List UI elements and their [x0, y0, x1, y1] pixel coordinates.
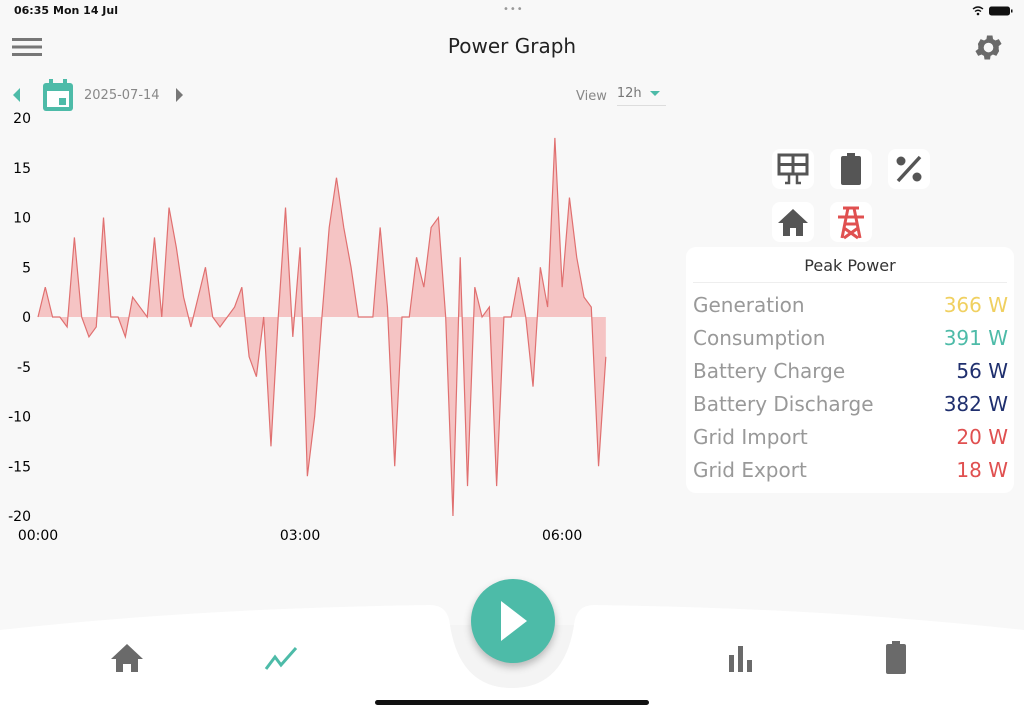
- peak-row-label: Consumption: [693, 326, 826, 350]
- caret-left-icon[interactable]: [10, 87, 22, 103]
- peak-row-label: Grid Export: [693, 458, 807, 482]
- hamburger-menu-icon[interactable]: [12, 37, 42, 57]
- y-tick-label: 20: [13, 111, 31, 127]
- view-dropdown[interactable]: 12h: [616, 86, 666, 106]
- peak-row: Battery Discharge 382 W: [686, 388, 1014, 421]
- peak-row-value: 18 W: [956, 458, 1008, 482]
- multitask-dots-icon[interactable]: •••: [503, 4, 524, 15]
- home-indicator: [375, 700, 649, 705]
- nav-bar-chart-icon[interactable]: [728, 645, 758, 673]
- wifi-battery-status-icon: [972, 6, 1013, 16]
- gear-icon[interactable]: [972, 31, 1005, 64]
- percent-filter-button[interactable]: [888, 149, 930, 189]
- calendar-icon[interactable]: [42, 78, 74, 112]
- transmission-tower-icon: [838, 206, 864, 240]
- y-tick-label: 5: [22, 260, 31, 276]
- peak-row: Grid Export 18 W: [686, 454, 1014, 487]
- dropdown-arrow-icon: [649, 91, 660, 96]
- peak-power-panel: Peak Power Generation 366 W Consumption 391…: [686, 247, 1014, 493]
- power-chart[interactable]: 20 15 10 5 0 -5 -10 -15 -20 00:00 03:00 06:00: [0, 105, 660, 550]
- date-navigator: 2025-07-14: [10, 78, 186, 112]
- peak-row-label: Battery Discharge: [693, 392, 874, 416]
- peak-row: Consumption 391 W: [686, 322, 1014, 355]
- peak-row-label: Battery Charge: [693, 359, 846, 383]
- peak-row-value: 56 W: [956, 359, 1008, 383]
- view-value: 12h: [616, 86, 642, 101]
- home-filter-button[interactable]: [772, 202, 814, 242]
- battery-filter-button[interactable]: [830, 149, 872, 189]
- caret-right-icon[interactable]: [174, 87, 186, 103]
- x-tick-label: 00:00: [18, 528, 58, 544]
- view-selector: View 12h: [576, 86, 666, 106]
- y-tick-label: 0: [22, 310, 31, 326]
- nav-battery-icon[interactable]: [884, 640, 910, 676]
- solar-filter-button[interactable]: [772, 149, 814, 189]
- peak-row: Grid Import 20 W: [686, 421, 1014, 454]
- view-label: View: [576, 88, 607, 104]
- y-tick-label: -15: [8, 459, 31, 475]
- page-title: Power Graph: [447, 34, 577, 58]
- y-tick-label: 10: [13, 211, 31, 227]
- y-tick-label: -5: [17, 360, 31, 376]
- home-icon: [778, 209, 808, 236]
- peak-row-value: 382 W: [943, 392, 1008, 416]
- nav-chart-line-icon[interactable]: [262, 645, 300, 673]
- play-icon: [501, 601, 527, 641]
- filter-row-1: [772, 149, 930, 189]
- x-tick-label: 03:00: [280, 528, 320, 544]
- nav-home-icon[interactable]: [110, 642, 146, 674]
- peak-row-value: 391 W: [943, 326, 1008, 350]
- peak-row-value: 20 W: [956, 425, 1008, 449]
- date-label[interactable]: 2025-07-14: [84, 87, 160, 103]
- area-fill: [38, 137, 606, 516]
- grid-filter-button[interactable]: [830, 202, 872, 242]
- peak-row-label: Grid Import: [693, 425, 808, 449]
- y-tick-label: -10: [8, 410, 31, 426]
- filter-row-2: [772, 202, 872, 242]
- status-date: Mon 14 Jul: [53, 4, 118, 17]
- peak-row: Generation 366 W: [686, 289, 1014, 322]
- battery-icon: [841, 153, 861, 185]
- peak-row-label: Generation: [693, 293, 805, 317]
- x-tick-label: 06:00: [542, 528, 582, 544]
- peak-power-title: Peak Power: [693, 247, 1007, 283]
- peak-row: Battery Charge 56 W: [686, 355, 1014, 388]
- solar-panel-icon: [777, 153, 809, 185]
- y-tick-label: -20: [8, 509, 31, 525]
- y-tick-label: 15: [13, 161, 31, 177]
- status-time: 06:35: [14, 4, 50, 17]
- percent-icon: [896, 155, 922, 183]
- peak-row-value: 366 W: [943, 293, 1008, 317]
- play-button[interactable]: [471, 579, 555, 663]
